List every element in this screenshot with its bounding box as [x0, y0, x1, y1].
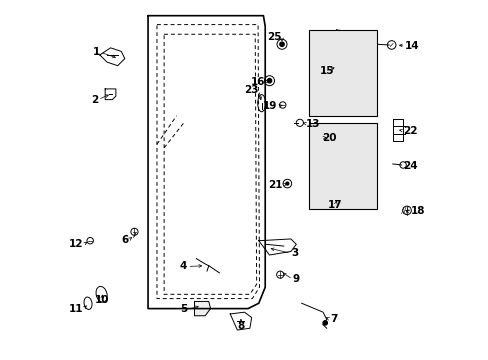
Text: 18: 18	[410, 206, 424, 216]
Text: 12: 12	[68, 239, 83, 249]
Text: 8: 8	[237, 321, 244, 331]
Text: 20: 20	[322, 133, 336, 143]
Text: 5: 5	[180, 304, 187, 314]
Text: 17: 17	[327, 200, 342, 210]
Text: 15: 15	[319, 66, 333, 76]
Text: 11: 11	[68, 304, 83, 314]
Bar	[308, 30, 376, 116]
Text: 2: 2	[91, 95, 98, 105]
Text: 22: 22	[403, 126, 417, 136]
Text: 21: 21	[268, 180, 283, 190]
Bar	[308, 123, 376, 208]
Text: 9: 9	[292, 274, 299, 284]
Circle shape	[285, 182, 288, 185]
Circle shape	[267, 78, 271, 83]
Circle shape	[323, 321, 326, 325]
Text: 7: 7	[329, 314, 337, 324]
Text: 25: 25	[267, 32, 282, 42]
Text: 10: 10	[95, 295, 109, 305]
Text: 6: 6	[121, 235, 128, 245]
Text: 4: 4	[180, 261, 187, 271]
Text: 24: 24	[403, 161, 417, 171]
Circle shape	[279, 42, 284, 46]
Text: 23: 23	[244, 85, 258, 95]
Text: 19: 19	[263, 102, 277, 111]
Text: 16: 16	[250, 77, 264, 87]
Polygon shape	[194, 301, 210, 316]
Text: 14: 14	[405, 41, 419, 51]
Text: 13: 13	[305, 118, 320, 129]
Text: 1: 1	[92, 47, 100, 57]
Text: 3: 3	[290, 248, 298, 258]
